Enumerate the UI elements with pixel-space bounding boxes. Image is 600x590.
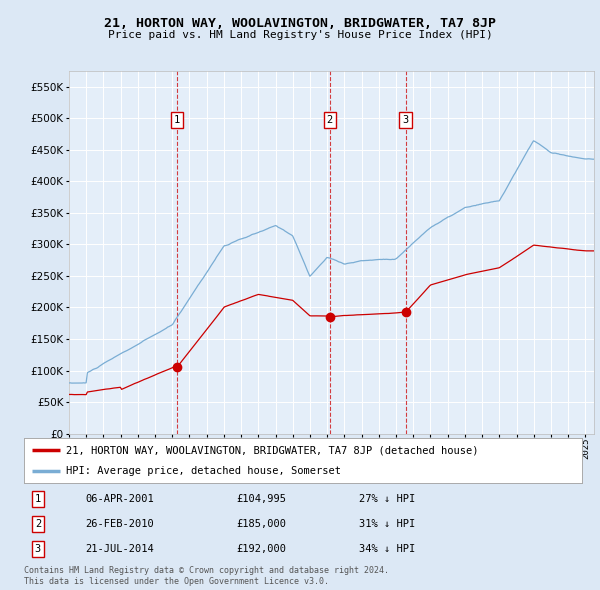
- Text: £192,000: £192,000: [236, 545, 286, 555]
- Text: 21, HORTON WAY, WOOLAVINGTON, BRIDGWATER, TA7 8JP (detached house): 21, HORTON WAY, WOOLAVINGTON, BRIDGWATER…: [66, 445, 478, 455]
- Text: 3: 3: [403, 115, 409, 124]
- Text: 21, HORTON WAY, WOOLAVINGTON, BRIDGWATER, TA7 8JP: 21, HORTON WAY, WOOLAVINGTON, BRIDGWATER…: [104, 17, 496, 30]
- Text: 34% ↓ HPI: 34% ↓ HPI: [359, 545, 415, 555]
- Text: 1: 1: [174, 115, 180, 124]
- Text: 2: 2: [35, 519, 41, 529]
- Text: 3: 3: [35, 545, 41, 555]
- Text: 27% ↓ HPI: 27% ↓ HPI: [359, 494, 415, 504]
- Text: 31% ↓ HPI: 31% ↓ HPI: [359, 519, 415, 529]
- Text: 26-FEB-2010: 26-FEB-2010: [85, 519, 154, 529]
- Text: HPI: Average price, detached house, Somerset: HPI: Average price, detached house, Some…: [66, 466, 341, 476]
- Text: 2: 2: [326, 115, 333, 124]
- Text: 21-JUL-2014: 21-JUL-2014: [85, 545, 154, 555]
- Text: 1: 1: [35, 494, 41, 504]
- Text: Contains HM Land Registry data © Crown copyright and database right 2024.: Contains HM Land Registry data © Crown c…: [24, 566, 389, 575]
- Text: £104,995: £104,995: [236, 494, 286, 504]
- Text: 06-APR-2001: 06-APR-2001: [85, 494, 154, 504]
- Text: This data is licensed under the Open Government Licence v3.0.: This data is licensed under the Open Gov…: [24, 577, 329, 586]
- Text: Price paid vs. HM Land Registry's House Price Index (HPI): Price paid vs. HM Land Registry's House …: [107, 30, 493, 40]
- Text: £185,000: £185,000: [236, 519, 286, 529]
